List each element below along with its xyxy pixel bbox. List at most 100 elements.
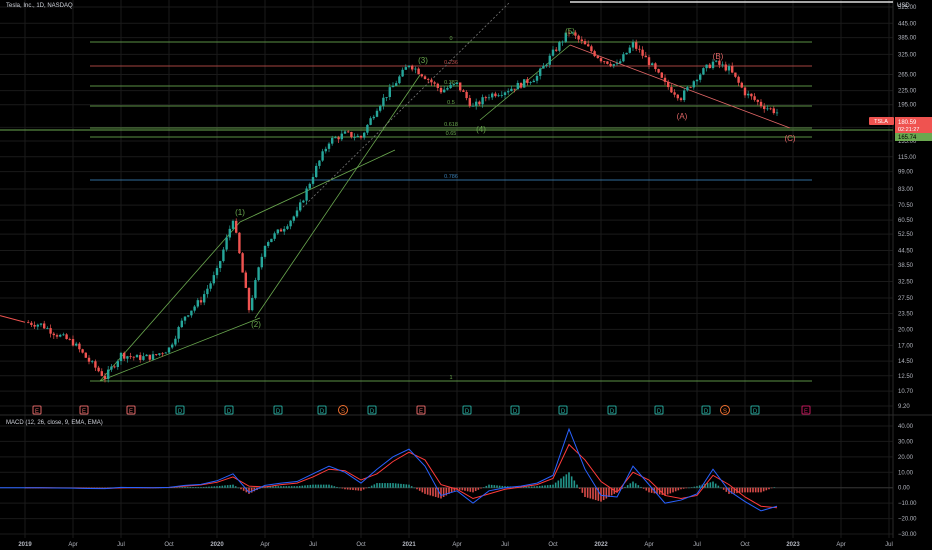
event-letter: D — [753, 409, 758, 415]
macd-histogram-bar — [592, 487, 594, 500]
macd-histogram-bar — [706, 483, 709, 488]
candle — [311, 177, 315, 184]
price-tick-label: 14.50 — [898, 359, 914, 365]
macd-tick-label: −20.00 — [898, 517, 917, 523]
candle — [417, 68, 420, 75]
macd-histogram-bar — [341, 487, 344, 489]
macd-tick-label: 30.00 — [898, 439, 914, 445]
level-badge: 165.74 — [895, 133, 932, 141]
candle — [36, 324, 39, 327]
macd-histogram-bar — [272, 486, 274, 488]
price-candles — [0, 29, 779, 383]
candle — [65, 334, 68, 339]
event-shape — [654, 405, 664, 415]
candle — [158, 353, 161, 355]
time-tick-label: Oct — [356, 542, 366, 548]
candle — [740, 82, 743, 88]
candle — [775, 112, 779, 114]
candle — [340, 133, 343, 140]
candle — [123, 352, 126, 359]
macd-histogram-bar — [605, 487, 608, 499]
macd-tick-label: 0.00 — [898, 486, 910, 492]
event-letter: D — [320, 409, 325, 415]
candle — [734, 72, 737, 77]
event-shape — [367, 405, 377, 415]
macd-histogram-bar — [282, 486, 285, 488]
macd-histogram-bar — [536, 486, 538, 488]
candle — [353, 137, 356, 138]
candle — [484, 97, 487, 99]
macd-histogram-bar — [522, 486, 525, 488]
time-tick-label: Jul — [693, 542, 701, 548]
time-tick-label: Jul — [117, 542, 125, 548]
candle — [631, 42, 635, 48]
candle — [292, 216, 295, 221]
macd-histogram-bar — [632, 481, 634, 488]
macd-histogram-bar — [429, 487, 432, 496]
macd-histogram-bar — [730, 487, 733, 494]
macd-histogram-bar — [693, 486, 696, 488]
macd-histogram-bar — [245, 487, 248, 493]
macd-histogram-bar — [560, 478, 562, 488]
candle — [187, 315, 190, 317]
candle — [225, 237, 228, 250]
event-marker: E — [79, 405, 89, 415]
macd-histogram-bar — [664, 487, 666, 496]
event-letter: D — [178, 409, 183, 415]
macd-histogram-bar — [285, 486, 288, 488]
candle — [615, 63, 619, 65]
candle — [398, 76, 401, 84]
event-letter: S — [341, 409, 345, 415]
candle — [235, 220, 238, 233]
candle — [673, 92, 676, 95]
candle — [94, 361, 97, 368]
macd-histogram-bar — [386, 483, 389, 488]
time-tick-label: Oct — [548, 542, 558, 548]
candle — [766, 108, 769, 110]
macd-tick-label: 20.00 — [898, 455, 914, 461]
candle — [647, 57, 651, 66]
candle — [87, 357, 91, 362]
candle — [430, 79, 433, 83]
grid — [0, 0, 932, 538]
candle — [363, 132, 366, 138]
candle — [487, 97, 491, 99]
candle — [206, 288, 209, 295]
macd-histogram-bar — [176, 487, 178, 488]
macd-histogram-bar — [634, 483, 637, 488]
candle — [203, 294, 206, 303]
fib-label: 0 — [449, 36, 452, 42]
candle — [366, 124, 369, 133]
candle — [33, 324, 36, 327]
price-tick-label: 17.00 — [898, 343, 914, 349]
candle — [449, 84, 452, 89]
time-tick-label: Apr — [836, 542, 845, 548]
candle — [439, 87, 443, 93]
candle — [231, 220, 235, 229]
candle — [577, 35, 580, 40]
candle — [177, 327, 180, 339]
wave-label: (C) — [784, 134, 795, 143]
time-tick-label: 2021 — [402, 542, 416, 548]
price-tick-label: 135.00 — [898, 139, 917, 145]
candle — [555, 49, 558, 51]
macd-histogram-bar — [749, 487, 752, 493]
fib-label: 0.65 — [446, 131, 457, 137]
candle — [174, 338, 177, 345]
macd-histogram-bar — [426, 487, 429, 495]
macd-histogram-bar — [469, 487, 472, 492]
candle — [113, 366, 116, 368]
macd-histogram-bar — [434, 487, 437, 497]
macd-histogram-bar — [389, 483, 392, 488]
candle — [46, 328, 49, 329]
macd-histogram-bar — [602, 487, 605, 501]
event-marker: E — [801, 405, 811, 415]
macd-histogram-bar — [360, 487, 362, 491]
event-shape — [558, 405, 568, 415]
macd-histogram-bar — [381, 483, 384, 488]
price-tick-label: 115.00 — [898, 155, 917, 161]
macd-histogram-bar — [666, 487, 669, 495]
candle — [481, 97, 484, 105]
time-tick-label: 2019 — [18, 542, 32, 548]
